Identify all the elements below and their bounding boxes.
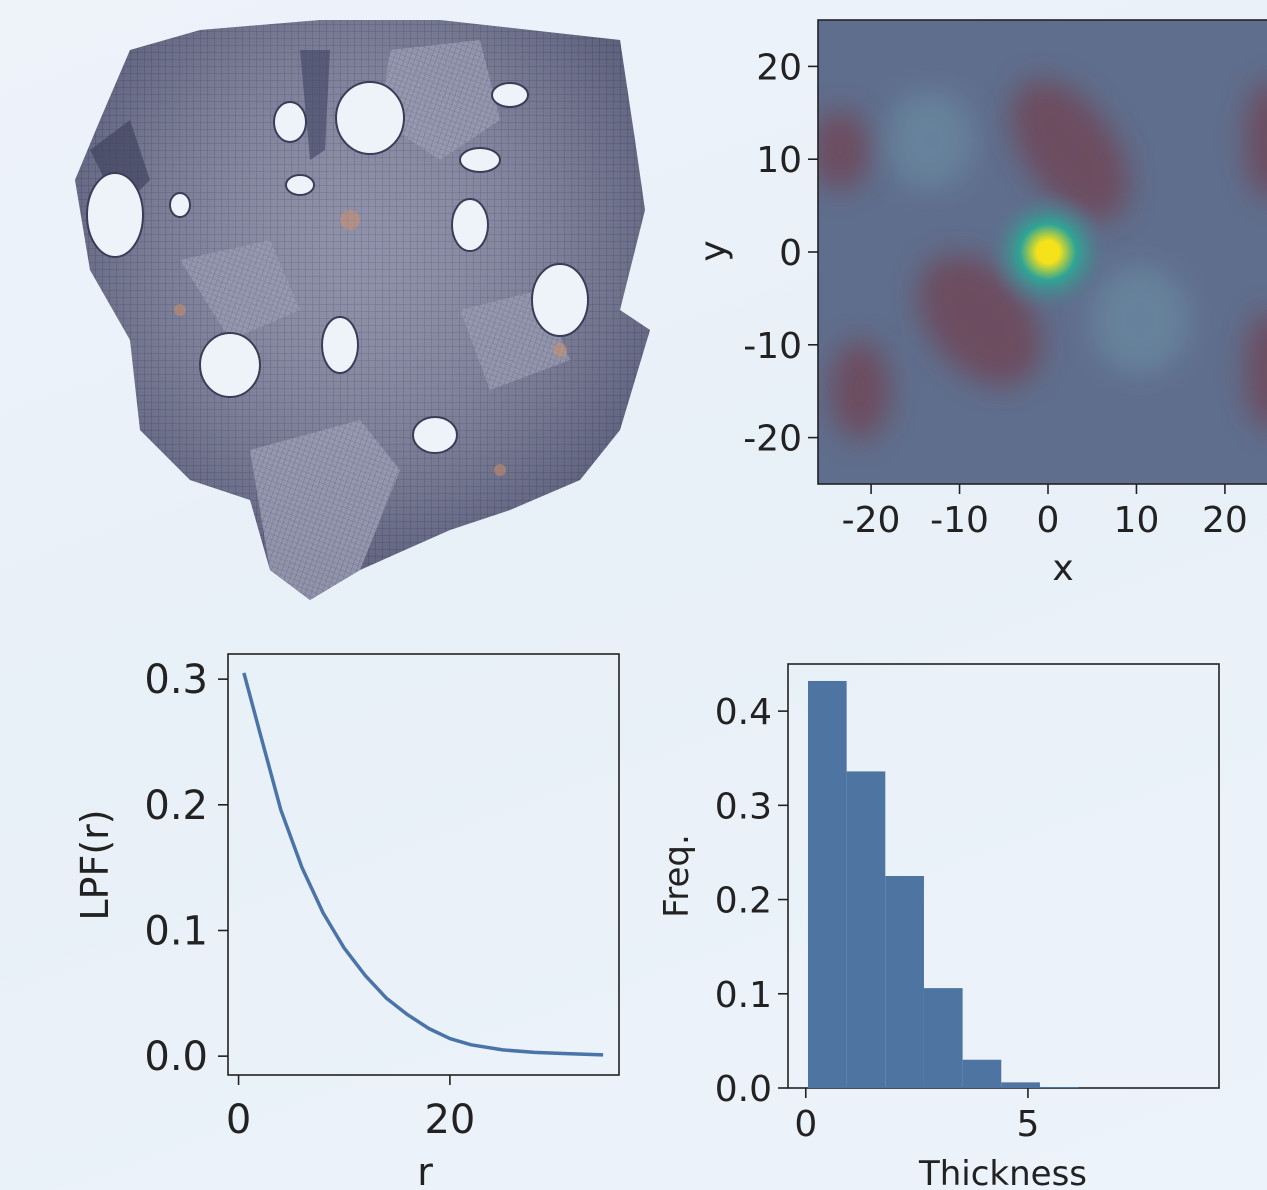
hist-ytick-label: 0.4	[715, 692, 772, 733]
hist-bar	[846, 771, 886, 1088]
heatmap-lighter-zones	[885, 90, 1190, 375]
hist-xlabel: Thickness	[918, 1154, 1087, 1190]
lpf-x-axis: 0 20	[226, 1075, 475, 1143]
heatmap-xtick-label: -10	[930, 500, 989, 541]
lpf-plot-frame	[227, 653, 620, 1076]
heatmap-ytick-label: 0	[779, 233, 802, 274]
heatmap-ytick-label: -20	[743, 419, 802, 460]
heatmap-xlabel: x	[1052, 548, 1073, 589]
hist-y-axis: 0.0 0.1 0.2 0.3 0.4	[715, 692, 788, 1110]
hist-ytick-label: 0.2	[715, 881, 772, 922]
hist-bar	[885, 876, 924, 1088]
lpf-xtick-label: 20	[424, 1097, 475, 1143]
heatmap-x-axis: -20 -10 0 10 20	[842, 484, 1248, 541]
hist-xtick-label: 0	[794, 1104, 817, 1145]
lpf-ytick-label: 0.3	[144, 657, 208, 703]
hist-ytick-label: 0.0	[715, 1069, 772, 1110]
lpf-series-line	[242, 672, 604, 1057]
heatmap-chart: 20 10 0 -10 -20 -20 -10 0 10 20 x y	[693, 19, 1267, 589]
lpf-ytick-label: 0.2	[144, 783, 208, 829]
lpf-xlabel: r	[417, 1150, 433, 1190]
hist-bars	[807, 680, 1079, 1088]
lpf-line-chart: 0.0 0.1 0.2 0.3 0 20 r LPF(r)	[73, 653, 620, 1190]
lpf-ytick-label: 0.1	[144, 908, 208, 954]
lpf-ytick-label: 0.0	[144, 1034, 208, 1080]
mesh-body	[75, 20, 650, 600]
hist-bar	[962, 1059, 1002, 1088]
mesh-highlights	[174, 210, 567, 476]
hist-bar	[807, 680, 847, 1088]
heatmap-ytick-label: -10	[743, 326, 802, 367]
hist-ytick-label: 0.1	[715, 975, 772, 1016]
lpf-y-axis: 0.0 0.1 0.2 0.3	[144, 657, 228, 1080]
lpf-ylabel: LPF(r)	[73, 809, 117, 920]
lpf-xtick-label: 0	[226, 1097, 251, 1143]
hist-bar	[1039, 1087, 1079, 1088]
heatmap-troughs	[818, 79, 1267, 440]
heatmap-peak	[986, 190, 1110, 314]
heatmap-ytick-label: 10	[756, 140, 802, 181]
hist-xtick-label: 5	[1016, 1104, 1039, 1145]
hist-ytick-label: 0.3	[715, 786, 772, 827]
heatmap-xtick-label: 10	[1114, 500, 1160, 541]
heatmap-xtick-label: -20	[842, 500, 901, 541]
mesh-holes	[86, 81, 589, 454]
hist-bar	[923, 988, 963, 1088]
heatmap-y-axis: 20 10 0 -10 -20	[743, 47, 818, 460]
mesh-structure-render	[75, 20, 650, 600]
heatmap-xtick-label: 20	[1202, 500, 1248, 541]
heatmap-ylabel: y	[693, 240, 734, 261]
hist-ylabel: Freq.	[657, 834, 697, 918]
lpf-series-points	[243, 672, 604, 1055]
hist-bar	[1001, 1082, 1040, 1088]
heatmap-xtick-label: 0	[1037, 500, 1060, 541]
heatmap-ytick-label: 20	[756, 47, 802, 88]
